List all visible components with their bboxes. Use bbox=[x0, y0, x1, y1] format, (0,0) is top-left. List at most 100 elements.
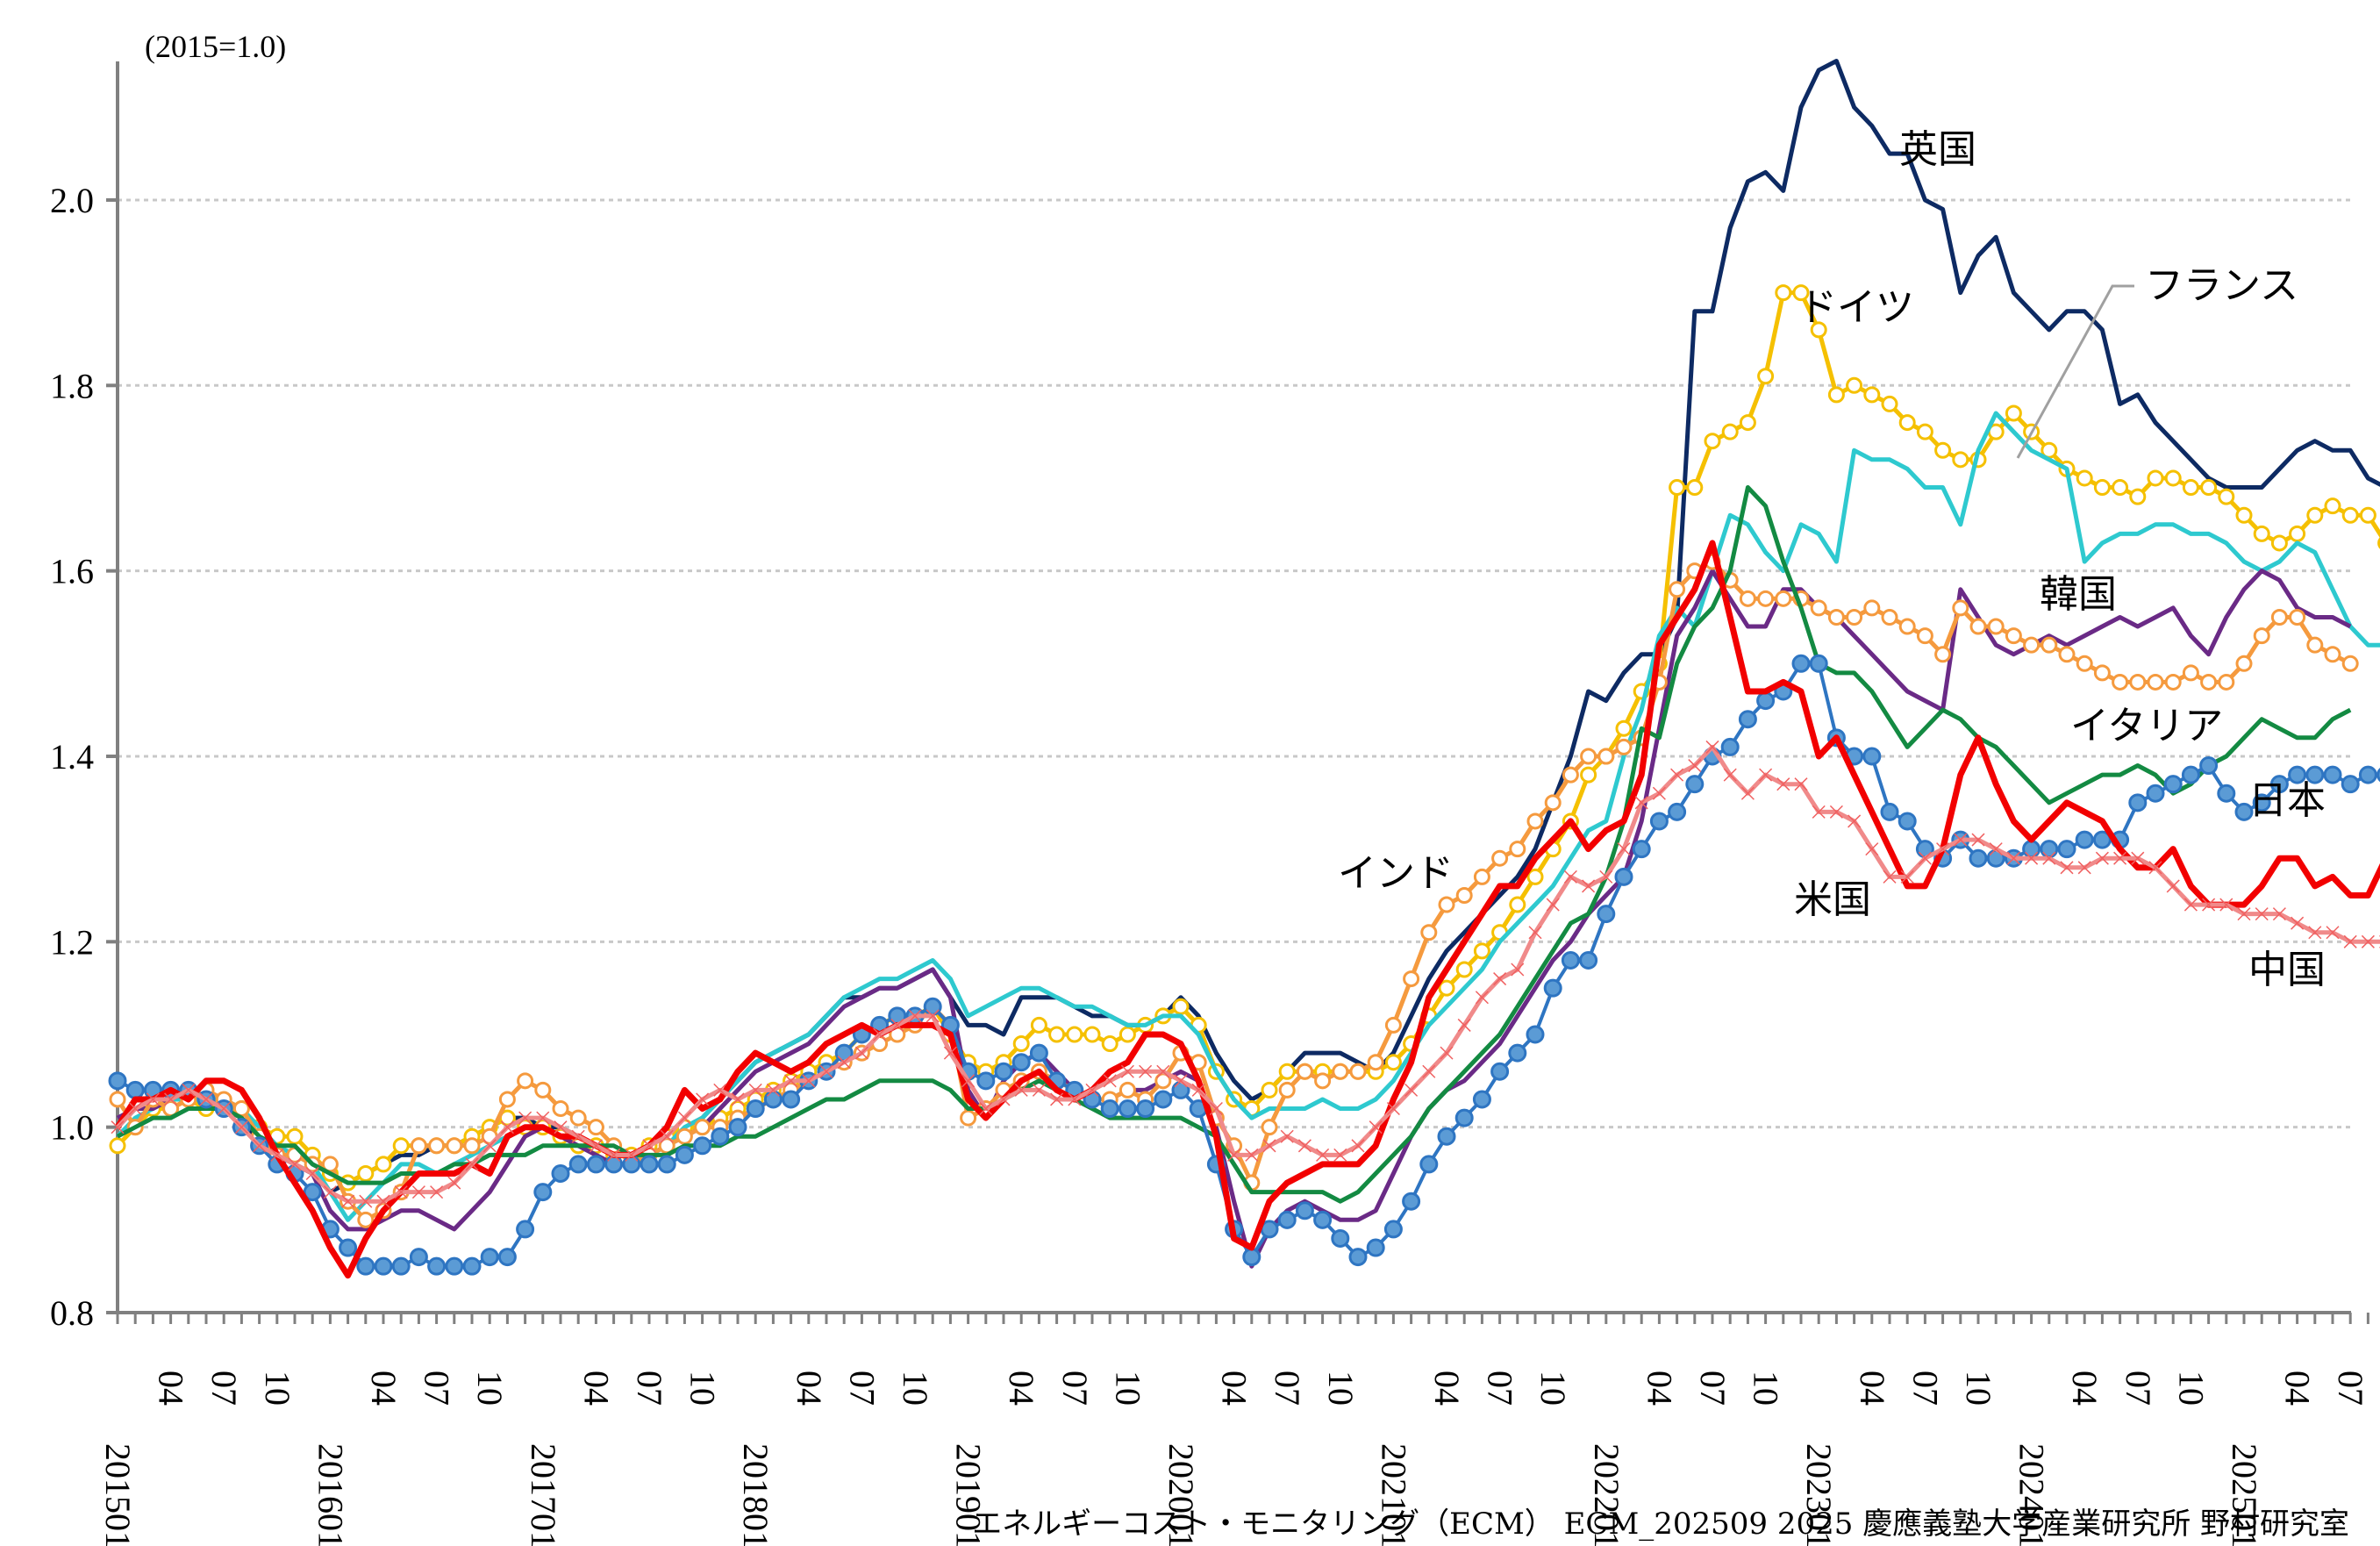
label-italy: イタリア bbox=[2070, 704, 2223, 748]
data-point bbox=[873, 1027, 887, 1041]
data-point bbox=[1810, 321, 1827, 339]
data-point bbox=[1277, 1210, 1297, 1229]
data-point bbox=[111, 1120, 125, 1134]
data-point bbox=[1900, 870, 1914, 884]
data-point bbox=[568, 1155, 588, 1174]
data-point bbox=[2147, 673, 2164, 691]
data-point bbox=[2253, 627, 2270, 645]
data-point bbox=[2288, 765, 2307, 784]
data-point bbox=[2324, 497, 2341, 515]
data-point bbox=[923, 997, 942, 1016]
data-point bbox=[926, 1009, 940, 1023]
series-line bbox=[116, 290, 2380, 1185]
data-point bbox=[376, 1194, 390, 1208]
data-point bbox=[1952, 599, 1969, 617]
data-point bbox=[357, 1164, 375, 1182]
data-point bbox=[428, 1137, 446, 1155]
data-point bbox=[2219, 898, 2233, 912]
data-point bbox=[890, 1018, 904, 1032]
data-point bbox=[1404, 1083, 1419, 1097]
x-tick-label: 04 bbox=[790, 1371, 829, 1406]
label-india: インド bbox=[1338, 851, 1454, 896]
data-point bbox=[1349, 1063, 1367, 1080]
data-point bbox=[430, 1185, 444, 1199]
data-point bbox=[1526, 812, 1544, 830]
data-point bbox=[1509, 896, 1526, 913]
data-point bbox=[908, 1009, 922, 1023]
data-point bbox=[2343, 934, 2357, 948]
data-point bbox=[1969, 618, 1987, 635]
data-point bbox=[1721, 423, 1739, 440]
data-point bbox=[1369, 1120, 1383, 1134]
data-point bbox=[1508, 1043, 1527, 1063]
x-tick-label: 04 bbox=[1427, 1371, 1467, 1406]
data-point bbox=[270, 1148, 284, 1162]
data-point bbox=[1898, 618, 1916, 635]
data-point bbox=[1881, 608, 1898, 626]
data-point bbox=[693, 1136, 712, 1156]
data-point bbox=[2183, 898, 2198, 912]
data-point bbox=[1012, 1035, 1030, 1053]
data-point bbox=[288, 1157, 302, 1171]
data-point bbox=[1652, 786, 1666, 800]
data-point bbox=[2164, 673, 2182, 691]
data-point bbox=[1528, 926, 1542, 940]
data-point bbox=[1615, 738, 1633, 755]
data-point bbox=[1794, 777, 1808, 791]
data-point bbox=[341, 1194, 355, 1208]
x-tick-label: 10 bbox=[1747, 1371, 1786, 1406]
data-point bbox=[1472, 1090, 1491, 1109]
unit-label: (2015=1.0) bbox=[145, 29, 286, 64]
data-point bbox=[607, 1148, 621, 1162]
data-point bbox=[2255, 907, 2269, 921]
x-tick-label: 07 bbox=[1268, 1371, 1307, 1406]
data-point bbox=[604, 1155, 624, 1174]
x-tick-label: 202001 bbox=[1161, 1443, 1201, 1546]
data-point bbox=[997, 1092, 1011, 1106]
data-point bbox=[1014, 1083, 1028, 1097]
data-point bbox=[2270, 608, 2288, 626]
data-point bbox=[1739, 590, 1756, 607]
y-axis: 0.8 1.0 1.2 1.4 1.6 1.8 2.0 bbox=[50, 61, 119, 1333]
data-point bbox=[394, 1185, 408, 1199]
data-point bbox=[1440, 1046, 1454, 1060]
data-point bbox=[533, 1183, 553, 1202]
data-point bbox=[2305, 765, 2325, 784]
data-point bbox=[1987, 618, 2005, 635]
x-tick-label: 202401 bbox=[2012, 1443, 2052, 1546]
data-point bbox=[410, 1137, 427, 1155]
data-point bbox=[961, 1074, 976, 1088]
data-point bbox=[960, 1109, 977, 1127]
data-point bbox=[2112, 673, 2129, 691]
data-point bbox=[1490, 1062, 1510, 1081]
data-point bbox=[2095, 851, 2109, 865]
data-point bbox=[1720, 737, 1740, 756]
data-point bbox=[1526, 868, 1544, 885]
data-point bbox=[1209, 1101, 1223, 1116]
data-point bbox=[1367, 1054, 1384, 1071]
data-point bbox=[1351, 1139, 1365, 1153]
data-point bbox=[2129, 673, 2147, 691]
data-point bbox=[1954, 833, 1968, 847]
x-tick-label: 10 bbox=[2171, 1371, 2211, 1406]
data-point bbox=[1332, 1063, 1349, 1080]
data-point bbox=[2253, 525, 2270, 542]
data-point bbox=[1739, 414, 1756, 432]
data-point bbox=[446, 1137, 463, 1155]
data-point bbox=[1455, 961, 1473, 978]
x-tick-label: 10 bbox=[1321, 1371, 1361, 1406]
data-point bbox=[1103, 1074, 1117, 1088]
data-point bbox=[1029, 1043, 1048, 1063]
data-point bbox=[1685, 775, 1705, 794]
data-point bbox=[2166, 879, 2180, 893]
data-point bbox=[2023, 636, 2041, 654]
series-line bbox=[115, 540, 2380, 1279]
data-point bbox=[1934, 646, 1952, 663]
data-point bbox=[625, 1148, 639, 1162]
data-point bbox=[1509, 841, 1526, 858]
series-layer bbox=[108, 59, 2380, 1279]
data-point bbox=[2358, 765, 2377, 784]
x-tick-label: 202101 bbox=[1374, 1443, 1413, 1546]
data-point bbox=[2148, 861, 2162, 875]
